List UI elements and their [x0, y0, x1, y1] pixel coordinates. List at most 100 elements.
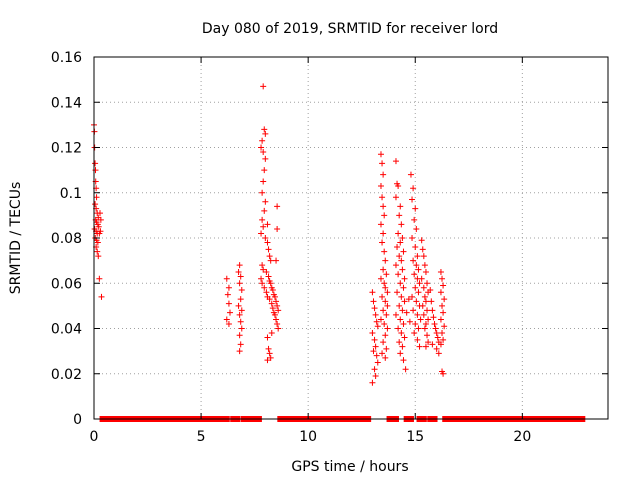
data-point: [273, 298, 280, 305]
data-point: [399, 235, 406, 241]
data-point: [267, 354, 274, 361]
data-point: [237, 296, 244, 303]
data-point: [412, 244, 419, 251]
data-point: [259, 189, 266, 196]
data-point: [224, 291, 231, 298]
data-point: [259, 262, 266, 269]
x-axis-label: GPS time / hours: [291, 459, 408, 475]
data-point: [382, 354, 389, 361]
data-point: [430, 314, 437, 321]
data-point: [235, 302, 242, 309]
data-point: [399, 307, 406, 314]
data-point: [372, 343, 379, 350]
data-point: [411, 271, 418, 278]
data-point: [236, 280, 243, 287]
data-point: [379, 194, 386, 201]
data-point: [237, 318, 244, 325]
data-point: [97, 216, 104, 223]
data-point: [439, 330, 446, 337]
data-point: [396, 302, 403, 309]
data-point: [223, 275, 230, 282]
data-point: [428, 298, 435, 305]
x-tick-label: 5: [197, 429, 206, 445]
y-tick-label: 0: [73, 412, 82, 428]
data-point: [440, 370, 447, 377]
data-point: [381, 212, 388, 219]
data-point: [238, 287, 245, 294]
data-point: [274, 320, 281, 327]
data-point: [409, 196, 416, 203]
data-point: [260, 223, 267, 230]
data-point: [420, 253, 427, 260]
data-point: [238, 307, 245, 314]
data-point: [226, 309, 233, 316]
data-point: [370, 298, 377, 305]
data-point: [437, 268, 444, 275]
data-point: [384, 302, 391, 309]
y-axis-label: SRMTID / TECUs: [8, 182, 24, 295]
data-point: [94, 248, 101, 255]
data-point: [401, 275, 408, 282]
data-point: [275, 307, 282, 314]
data-point: [261, 207, 268, 214]
data-point: [411, 330, 418, 337]
data-point: [432, 325, 439, 332]
data-point: [369, 289, 376, 296]
data-point: [398, 257, 405, 264]
data-point: [401, 298, 408, 305]
data-point: [268, 300, 275, 307]
data-point: [412, 284, 419, 291]
data-point: [223, 316, 230, 323]
data-point: [266, 350, 273, 357]
data-point: [271, 293, 278, 300]
data-point: [394, 244, 401, 251]
data-point: [424, 280, 431, 287]
data-point: [427, 287, 434, 294]
data-point: [377, 275, 384, 282]
data-point: [400, 248, 407, 255]
data-point: [369, 330, 376, 337]
data-point: [415, 325, 422, 332]
data-point: [413, 298, 420, 305]
data-point: [382, 257, 389, 264]
data-point: [433, 330, 440, 337]
data-point: [96, 275, 103, 282]
data-point: [95, 223, 102, 230]
data-point: [398, 293, 405, 300]
data-point: [374, 359, 381, 366]
data-point: [394, 289, 401, 296]
data-point: [258, 230, 265, 237]
data-point: [414, 253, 421, 260]
data-points: [91, 83, 448, 386]
data-point: [262, 235, 269, 241]
data-point: [397, 350, 404, 357]
data-point: [401, 334, 408, 341]
data-point: [420, 311, 427, 318]
data-point: [269, 287, 276, 294]
data-point: [395, 230, 402, 237]
data-point: [392, 262, 399, 269]
chart-title: Day 080 of 2019, SRMTID for receiver lor…: [202, 21, 498, 37]
data-point: [369, 379, 376, 386]
y-tick-label: 0.02: [51, 367, 82, 383]
data-point: [437, 341, 444, 348]
data-point: [395, 325, 402, 332]
data-point: [414, 311, 421, 318]
data-point: [372, 373, 379, 380]
data-point: [267, 280, 274, 287]
data-point: [380, 203, 387, 210]
data-point: [237, 341, 244, 348]
data-point: [421, 262, 428, 269]
data-point: [383, 345, 390, 352]
data-point: [410, 185, 417, 192]
data-point: [412, 205, 419, 212]
data-point: [94, 239, 101, 246]
data-point: [379, 239, 386, 246]
data-point: [435, 350, 442, 357]
data-point: [418, 275, 425, 282]
data-point: [258, 144, 265, 151]
data-point: [403, 309, 410, 316]
data-point: [225, 320, 232, 327]
data-point: [417, 316, 424, 323]
data-point: [382, 298, 389, 305]
